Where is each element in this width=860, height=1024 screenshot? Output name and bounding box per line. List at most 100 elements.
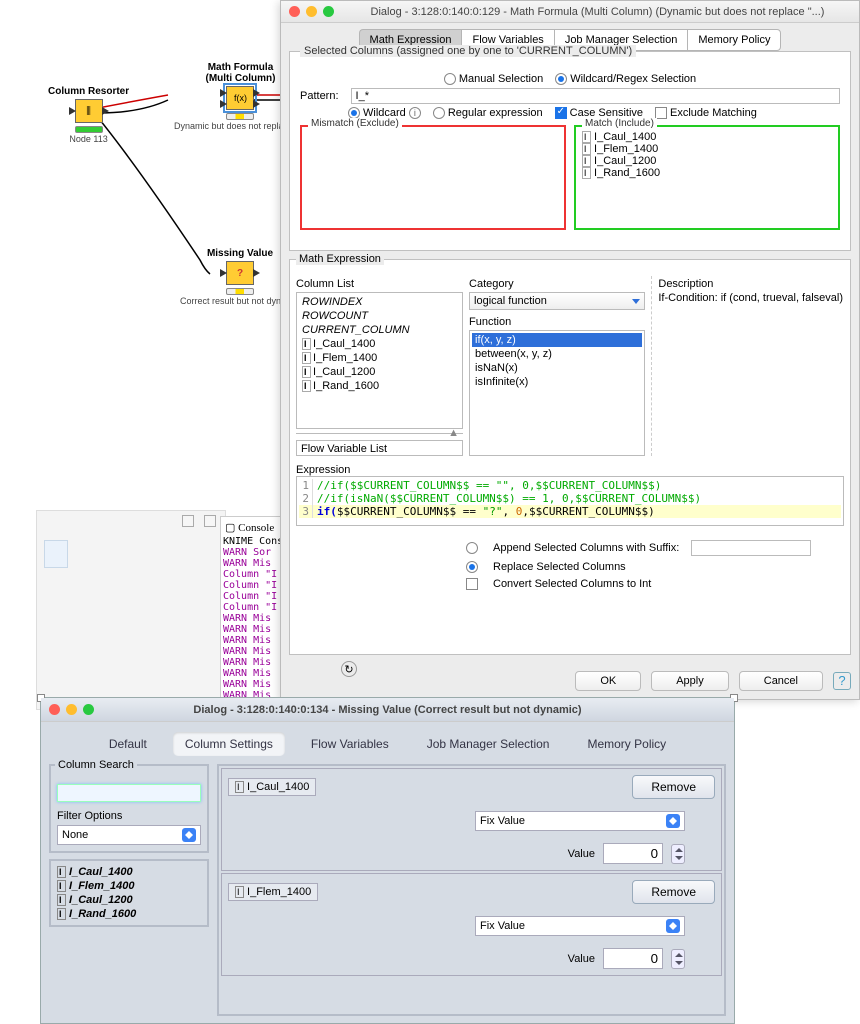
minimize-icon[interactable] bbox=[306, 6, 317, 17]
category-label: Category bbox=[469, 278, 645, 290]
status-indicator bbox=[75, 126, 103, 133]
column-list[interactable]: ROWINDEX ROWCOUNT CURRENT_COLUMN I_Caul_… bbox=[296, 292, 463, 429]
expression-label: Expression bbox=[296, 464, 844, 476]
radio-append-suffix[interactable] bbox=[466, 542, 478, 554]
tab-memory-policy[interactable]: Memory Policy bbox=[575, 732, 678, 756]
filter-select[interactable]: None bbox=[57, 825, 201, 845]
panel-heading: Selected Columns (assigned one by one to… bbox=[300, 45, 636, 57]
column-name: I_Caul_1400 bbox=[228, 778, 316, 796]
radio-manual[interactable] bbox=[444, 73, 456, 85]
column-list[interactable]: I_Caul_1400I_Flem_1400I_Caul_1200I_Rand_… bbox=[49, 859, 209, 927]
apply-button[interactable]: Apply bbox=[651, 671, 729, 691]
value-stepper[interactable] bbox=[671, 949, 685, 969]
pattern-input[interactable] bbox=[351, 88, 840, 104]
panel-icon[interactable] bbox=[204, 515, 216, 527]
titlebar[interactable]: Dialog - 3:128:0:140:0:129 - Math Formul… bbox=[281, 1, 859, 23]
close-icon[interactable] bbox=[49, 704, 60, 715]
cancel-button[interactable]: Cancel bbox=[739, 671, 823, 691]
missing-value-dialog: Dialog - 3:128:0:140:0:134 - Missing Val… bbox=[40, 697, 735, 1024]
tab-column-settings[interactable]: Column Settings bbox=[173, 732, 285, 756]
search-input[interactable] bbox=[57, 784, 201, 802]
value-input[interactable] bbox=[603, 948, 663, 969]
column-list-label: Column List bbox=[296, 278, 463, 290]
match-box: Match (Include) I_Caul_1400I_Flem_1400I_… bbox=[574, 125, 840, 230]
radio-replace-cols[interactable] bbox=[466, 561, 478, 573]
category-select[interactable]: logical function bbox=[469, 292, 645, 310]
function-list[interactable]: if(x, y, z) between(x, y, z) isNaN(x) is… bbox=[469, 330, 645, 456]
filter-options-label: Filter Options bbox=[57, 810, 201, 822]
description-label: Description bbox=[658, 278, 844, 290]
refresh-icon[interactable]: ↻ bbox=[341, 661, 357, 677]
suffix-input[interactable] bbox=[691, 540, 811, 556]
column-item[interactable]: I_Caul_1400 bbox=[299, 337, 460, 351]
check-case-sensitive[interactable] bbox=[555, 107, 567, 119]
minimize-icon[interactable] bbox=[66, 704, 77, 715]
node-title: Column Resorter bbox=[48, 86, 129, 97]
pattern-label: Pattern: bbox=[300, 90, 339, 102]
column-item[interactable]: I_Caul_1400 bbox=[55, 865, 203, 879]
column-config: I_Caul_1400 Remove Fix Value Value bbox=[221, 768, 722, 871]
column-item[interactable]: I_Flem_1400 bbox=[55, 879, 203, 893]
math-formula-dialog: Dialog - 3:128:0:140:0:129 - Math Formul… bbox=[280, 0, 860, 700]
mismatch-box: Mismatch (Exclude) bbox=[300, 125, 566, 230]
radio-regex-mode[interactable] bbox=[433, 107, 445, 119]
node-column-resorter[interactable]: Column Resorter ⫼ Node 113 bbox=[48, 86, 129, 144]
column-item[interactable]: I_Flem_1400 bbox=[299, 351, 460, 365]
panel-icon[interactable] bbox=[182, 515, 194, 527]
tab-memory-policy[interactable]: Memory Policy bbox=[687, 29, 781, 51]
ok-button[interactable]: OK bbox=[575, 671, 641, 691]
tab-flow-variables[interactable]: Flow Variables bbox=[299, 732, 401, 756]
help-icon[interactable]: ? bbox=[833, 672, 851, 690]
strategy-select[interactable]: Fix Value bbox=[475, 811, 685, 831]
expression-editor[interactable]: 1//if($$CURRENT_COLUMN$$ == "", 0,$$CURR… bbox=[296, 476, 844, 526]
remove-button[interactable]: Remove bbox=[632, 880, 715, 904]
node-icon: ? bbox=[226, 261, 254, 285]
selected-columns-panel: Selected Columns (assigned one by one to… bbox=[289, 51, 851, 251]
value-input[interactable] bbox=[603, 843, 663, 864]
check-convert-int[interactable] bbox=[466, 578, 478, 590]
math-expression-panel: Math Expression Column List ROWINDEX ROW… bbox=[289, 259, 851, 655]
node-icon: f(x) bbox=[226, 86, 254, 110]
dialog-tabs: Default Column Settings Flow Variables J… bbox=[41, 722, 734, 764]
status-indicator bbox=[226, 113, 254, 120]
flow-variable-list-label: Flow Variable List bbox=[296, 440, 463, 456]
match-item[interactable]: I_Flem_1400 bbox=[582, 143, 832, 155]
node-icon: ⫼ bbox=[75, 99, 103, 123]
tab-default[interactable]: Default bbox=[97, 732, 159, 756]
strategy-select[interactable]: Fix Value bbox=[475, 916, 685, 936]
func-if[interactable]: if(x, y, z) bbox=[472, 333, 642, 347]
column-item[interactable]: I_Caul_1200 bbox=[55, 893, 203, 907]
remove-button[interactable]: Remove bbox=[632, 775, 715, 799]
window-title: Dialog - 3:128:0:140:0:134 - Missing Val… bbox=[193, 704, 581, 716]
dialog-buttons: OK Apply Cancel ? bbox=[575, 671, 851, 691]
match-item[interactable]: I_Caul_1200 bbox=[582, 155, 832, 167]
func-between[interactable]: between(x, y, z) bbox=[472, 347, 642, 361]
panel-toolbar bbox=[40, 515, 222, 529]
zoom-icon[interactable] bbox=[83, 704, 94, 715]
description-text: If-Condition: if (cond, trueval, falseva… bbox=[658, 292, 844, 304]
value-stepper[interactable] bbox=[671, 844, 685, 864]
column-config-area: I_Caul_1400 Remove Fix Value Value I_Flem… bbox=[217, 764, 726, 1016]
zoom-icon[interactable] bbox=[323, 6, 334, 17]
panel-heading: Math Expression bbox=[296, 253, 384, 265]
func-isnan[interactable]: isNaN(x) bbox=[472, 361, 642, 375]
window-title: Dialog - 3:128:0:140:0:129 - Math Formul… bbox=[344, 6, 851, 18]
match-item[interactable]: I_Caul_1400 bbox=[582, 131, 832, 143]
thumbnail[interactable] bbox=[44, 540, 68, 568]
node-subtitle: Node 113 bbox=[48, 134, 129, 144]
value-label: Value bbox=[568, 848, 595, 860]
column-item[interactable]: I_Caul_1200 bbox=[299, 365, 460, 379]
column-item[interactable]: I_Rand_1600 bbox=[55, 907, 203, 921]
function-label: Function bbox=[469, 316, 645, 328]
column-config: I_Flem_1400Remove Fix Value Value bbox=[221, 873, 722, 976]
close-icon[interactable] bbox=[289, 6, 300, 17]
tab-job-manager[interactable]: Job Manager Selection bbox=[415, 732, 562, 756]
status-indicator bbox=[226, 288, 254, 295]
titlebar[interactable]: Dialog - 3:128:0:140:0:134 - Missing Val… bbox=[41, 698, 734, 722]
column-item[interactable]: I_Rand_1600 bbox=[299, 379, 460, 393]
match-item[interactable]: I_Rand_1600 bbox=[582, 167, 832, 179]
func-isinfinite[interactable]: isInfinite(x) bbox=[472, 375, 642, 389]
info-icon[interactable]: i bbox=[409, 107, 421, 119]
value-label: Value bbox=[568, 953, 595, 965]
radio-wildcard[interactable] bbox=[555, 73, 567, 85]
